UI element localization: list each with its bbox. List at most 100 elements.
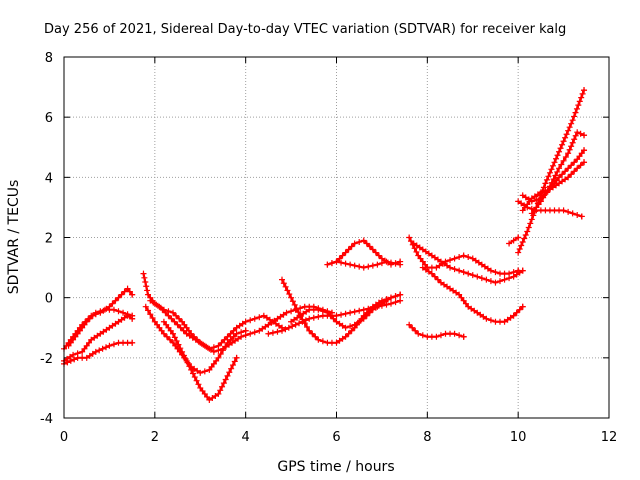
data-series bbox=[147, 297, 335, 355]
data-point bbox=[201, 368, 208, 375]
data-point bbox=[444, 283, 451, 290]
data-point bbox=[300, 310, 307, 317]
data-point bbox=[462, 300, 469, 307]
data-point bbox=[176, 315, 183, 322]
data-point bbox=[417, 255, 424, 262]
data-series bbox=[61, 339, 136, 367]
y-tick-label: 0 bbox=[45, 292, 53, 307]
data-series bbox=[65, 306, 136, 349]
data-point bbox=[165, 312, 172, 319]
data-point bbox=[206, 396, 213, 403]
data-point bbox=[559, 141, 566, 148]
plot-frame bbox=[63, 56, 610, 419]
data-point bbox=[97, 308, 104, 315]
data-point bbox=[469, 255, 476, 262]
data-point bbox=[572, 132, 579, 139]
data-point bbox=[129, 312, 136, 319]
data-point bbox=[274, 328, 281, 335]
data-point bbox=[574, 129, 581, 136]
data-point bbox=[468, 305, 475, 312]
data-point bbox=[188, 366, 195, 373]
data-point bbox=[294, 314, 301, 321]
y-tick-label: -4 bbox=[40, 412, 53, 427]
data-point bbox=[154, 321, 161, 328]
data-point bbox=[460, 297, 467, 304]
data-point bbox=[372, 249, 379, 256]
data-point bbox=[419, 264, 426, 271]
data-point bbox=[86, 352, 93, 359]
data-point bbox=[363, 312, 370, 319]
data-point bbox=[227, 336, 234, 343]
data-point bbox=[183, 330, 190, 337]
data-point bbox=[124, 311, 131, 318]
data-point bbox=[236, 322, 243, 329]
data-point bbox=[356, 263, 363, 270]
data-point bbox=[440, 260, 447, 267]
data-point bbox=[177, 345, 184, 352]
data-point bbox=[556, 180, 563, 187]
data-point bbox=[233, 354, 240, 361]
data-point bbox=[345, 246, 352, 253]
y-tick-label: -2 bbox=[40, 352, 53, 367]
data-point bbox=[103, 344, 110, 351]
data-point bbox=[228, 365, 235, 372]
data-point bbox=[447, 257, 454, 264]
data-point bbox=[279, 327, 285, 334]
data-point bbox=[222, 376, 229, 383]
data-point bbox=[515, 234, 522, 241]
data-point bbox=[189, 334, 196, 341]
data-point bbox=[568, 171, 575, 178]
data-point bbox=[556, 165, 563, 172]
data-point bbox=[92, 348, 99, 355]
data-point bbox=[177, 324, 184, 331]
data-point bbox=[437, 279, 444, 286]
data-point bbox=[360, 306, 367, 313]
data-point bbox=[175, 341, 182, 348]
data-point bbox=[64, 359, 71, 366]
data-point bbox=[549, 162, 556, 169]
data-point bbox=[388, 300, 394, 307]
data-point bbox=[162, 309, 169, 316]
data-point bbox=[269, 329, 276, 336]
data-point bbox=[569, 139, 576, 146]
data-point bbox=[199, 387, 206, 394]
data-point bbox=[219, 383, 226, 390]
data-point bbox=[565, 174, 572, 181]
data-point bbox=[140, 270, 147, 277]
data-point bbox=[338, 311, 345, 318]
data-point bbox=[543, 176, 550, 183]
data-point bbox=[333, 318, 340, 325]
data-point bbox=[416, 244, 423, 251]
data-point bbox=[151, 318, 158, 325]
data-point bbox=[289, 298, 296, 305]
data-point bbox=[303, 308, 310, 315]
data-point bbox=[147, 297, 154, 304]
data-point bbox=[262, 323, 269, 330]
data-point bbox=[437, 332, 444, 339]
data-point bbox=[374, 261, 381, 268]
data-point bbox=[566, 146, 573, 153]
data-point bbox=[369, 304, 376, 311]
data-point bbox=[569, 210, 576, 217]
data-point bbox=[109, 300, 116, 307]
data-point bbox=[501, 318, 508, 325]
data-point bbox=[533, 196, 540, 203]
data-point bbox=[289, 323, 296, 330]
data-point bbox=[156, 324, 163, 331]
data-point bbox=[215, 390, 222, 397]
data-point bbox=[115, 308, 122, 315]
data-point bbox=[272, 320, 279, 327]
data-point bbox=[115, 294, 122, 301]
data-point bbox=[419, 246, 426, 253]
data-point bbox=[91, 334, 98, 341]
data-point bbox=[576, 98, 583, 105]
data-point bbox=[345, 330, 352, 337]
data-point bbox=[365, 305, 372, 312]
data-point bbox=[465, 303, 472, 310]
data-point bbox=[437, 258, 444, 265]
y-axis-label: SDTVAR / TECUs bbox=[6, 180, 22, 295]
data-point bbox=[392, 260, 399, 267]
y-tick-label: 4 bbox=[45, 171, 53, 186]
data-point bbox=[516, 306, 523, 313]
data-point bbox=[492, 279, 499, 286]
